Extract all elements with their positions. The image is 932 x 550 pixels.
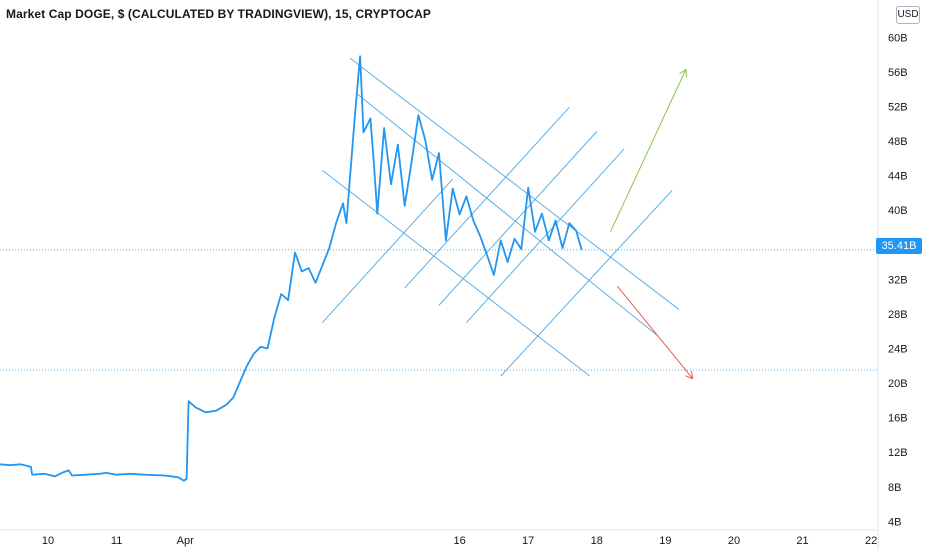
- y-tick-label: 48B: [888, 136, 908, 148]
- channel-line[interactable]: [500, 189, 673, 377]
- x-tick-label: 20: [728, 535, 740, 547]
- y-tick-label: 8B: [888, 482, 901, 494]
- channel-line[interactable]: [349, 57, 680, 310]
- x-tick-label: 10: [42, 535, 54, 547]
- x-tick-label: 22: [865, 535, 877, 547]
- y-tick-label: 4B: [888, 516, 901, 528]
- y-tick-label: 20B: [888, 378, 908, 390]
- arrow-head: [690, 370, 694, 379]
- y-tick-label: 24B: [888, 343, 908, 355]
- down-arrow[interactable]: [616, 285, 694, 380]
- x-axis[interactable]: 10 11 Apr 16 17 18 19 20 21 22: [0, 529, 878, 547]
- arrow-head: [685, 69, 687, 78]
- channel-line[interactable]: [322, 170, 591, 377]
- y-tick-label: 28B: [888, 309, 908, 321]
- arrow-shaft: [616, 285, 694, 380]
- market-cap-series: [0, 55, 583, 482]
- y-tick-label: 12B: [888, 447, 908, 459]
- channel-line[interactable]: [466, 148, 625, 323]
- arrow-head: [679, 68, 687, 75]
- chart-title: Market Cap DOGE, $ (CALCULATED BY TRADIN…: [6, 7, 432, 21]
- last-price-tag: 35.41B: [876, 238, 922, 254]
- y-tick-label: 40B: [888, 205, 908, 217]
- y-tick-label: 32B: [888, 274, 908, 286]
- x-tick-label: Apr: [177, 535, 194, 547]
- channel-line[interactable]: [438, 131, 598, 306]
- channel-line[interactable]: [322, 178, 454, 323]
- y-tick-label: 16B: [888, 413, 908, 425]
- channel-lines[interactable]: [322, 57, 680, 377]
- channel-line[interactable]: [356, 93, 659, 337]
- x-tick-label: 11: [111, 535, 122, 547]
- arrow-shaft: [610, 69, 687, 232]
- y-tick-label: 52B: [888, 101, 908, 113]
- x-tick-label: 18: [591, 535, 603, 547]
- x-tick-label: 17: [522, 535, 534, 547]
- y-tick-label: 44B: [888, 171, 908, 183]
- channel-line[interactable]: [404, 106, 570, 289]
- x-tick-label: 21: [796, 535, 808, 547]
- arrow-head: [685, 375, 693, 380]
- y-axis[interactable]: 60B 56B 52B 48B 44B 40B 32B 28B 24B 20B 16B 12B 8B 4B: [877, 0, 908, 550]
- x-tick-label: 19: [659, 535, 671, 547]
- up-arrow[interactable]: [610, 68, 687, 232]
- series-line: [0, 55, 583, 482]
- y-tick-label: 60B: [888, 32, 908, 44]
- x-tick-label: 16: [453, 535, 465, 547]
- projection-arrows[interactable]: [610, 68, 694, 380]
- currency-button[interactable]: USD: [896, 6, 920, 24]
- y-tick-label: 56B: [888, 67, 908, 79]
